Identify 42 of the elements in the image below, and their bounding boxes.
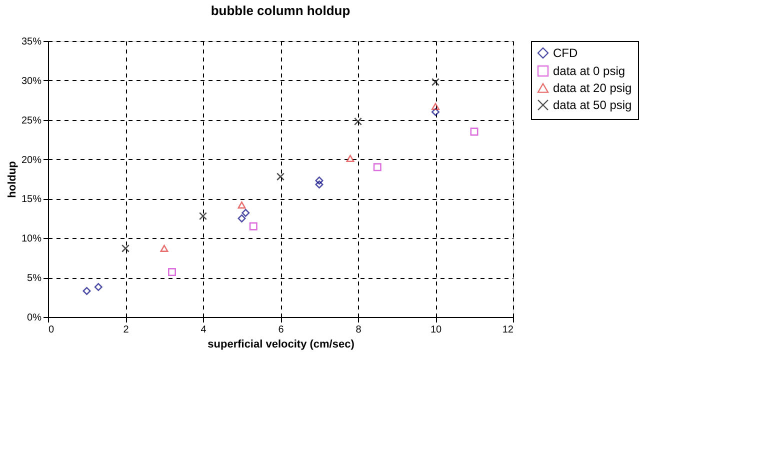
point <box>94 283 102 292</box>
legend-label: CFD <box>553 46 578 60</box>
legend-label: data at 20 psig <box>553 81 632 95</box>
x-axis-title: superficial velocity (cm/sec) <box>208 338 355 350</box>
point <box>346 154 354 162</box>
x-tick-label: 4 <box>200 324 207 336</box>
y-tick-label: 30% <box>21 76 42 87</box>
legend-label: data at 0 psig <box>553 64 626 78</box>
y-axis-title: holdup <box>6 160 18 198</box>
x-tick-label: 12 <box>502 324 514 336</box>
y-tick-label: 5% <box>27 273 42 284</box>
point <box>242 208 250 217</box>
chart-title: bubble column holdup <box>210 3 350 18</box>
point <box>315 176 324 185</box>
y-tick-label: 10% <box>21 234 42 245</box>
point <box>168 268 176 276</box>
point <box>315 180 324 189</box>
point <box>160 244 168 252</box>
x-tick-label: 2 <box>123 324 130 336</box>
x-tick-label: 10 <box>430 324 442 336</box>
point <box>431 78 440 86</box>
y-tick-label: 0% <box>27 312 42 324</box>
point <box>121 244 130 252</box>
point <box>238 214 246 222</box>
x-tick-label: 8 <box>356 324 362 336</box>
point <box>198 212 208 220</box>
y-tick-label: 35% <box>21 36 42 48</box>
y-tick-label: 25% <box>21 115 42 126</box>
y-tick-label: 20% <box>21 154 42 166</box>
legend-label: data at 50 psig <box>553 98 632 112</box>
point <box>276 172 285 181</box>
point <box>373 163 382 172</box>
y-tick-label: 15% <box>21 194 42 206</box>
point <box>238 201 246 209</box>
point <box>82 286 91 295</box>
point <box>249 222 258 230</box>
x-tick-label: 6 <box>278 324 284 336</box>
x-tick-label: 0 <box>48 324 54 336</box>
point <box>431 102 440 110</box>
point <box>431 108 440 116</box>
point <box>470 128 478 136</box>
point <box>354 117 362 126</box>
